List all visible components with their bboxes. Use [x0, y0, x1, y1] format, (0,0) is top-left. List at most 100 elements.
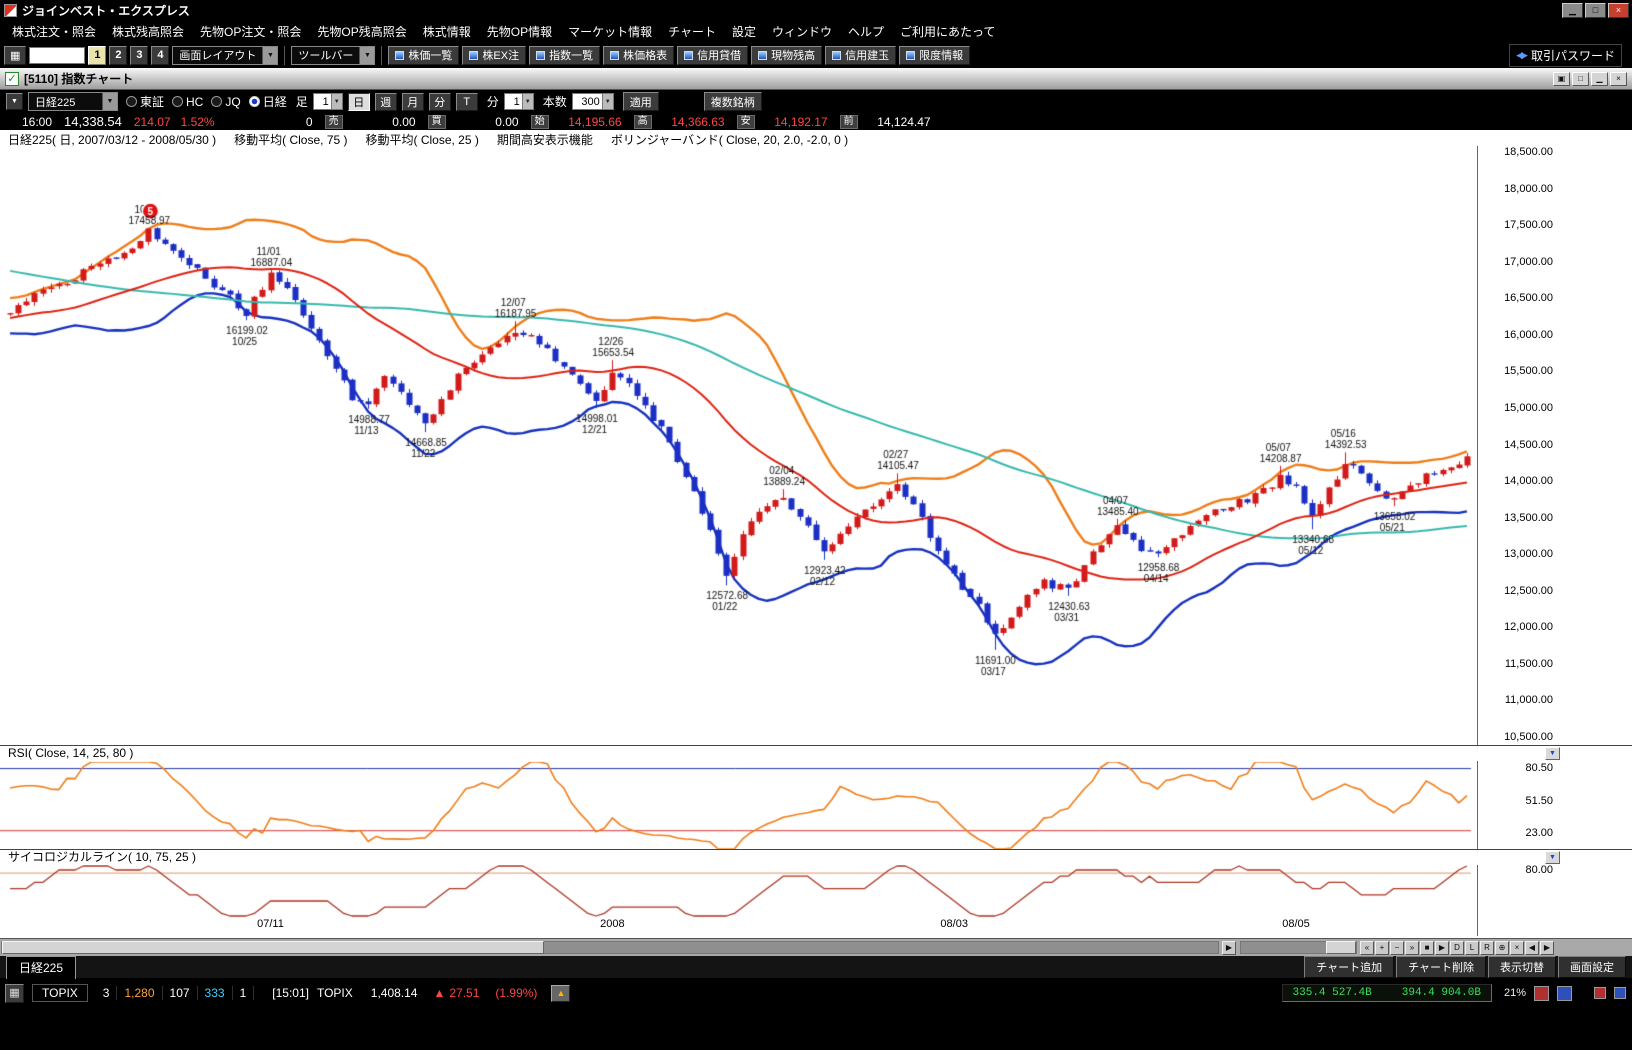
child-cascade-button[interactable]: ▣	[1553, 72, 1570, 86]
collapse-up-button[interactable]: ▲	[551, 985, 570, 1002]
bar-count-input-value: 300	[573, 96, 602, 108]
toolbar-button-8[interactable]: 限度情報	[899, 46, 970, 65]
bottom-button-1[interactable]: チャート追加	[1304, 956, 1394, 978]
rsi-panel-label: RSI( Close, 14, 25, 80 )	[8, 746, 133, 760]
status-count-5: 1	[233, 986, 255, 1000]
maximize-button[interactable]: □	[1585, 3, 1606, 18]
toolbar-button-1[interactable]: 株価一覧	[388, 46, 459, 65]
chart-tool-button-3[interactable]: −	[1390, 941, 1404, 955]
symbol-combo[interactable]: 日経225▼	[28, 92, 118, 111]
layout-preset-button-2[interactable]: 2	[109, 46, 127, 65]
layout-preset-button-4[interactable]: 4	[151, 46, 169, 65]
menu-item-3[interactable]: 先物OP注文・照会	[192, 20, 309, 43]
chart-tool-button-4[interactable]: »	[1405, 941, 1419, 955]
period-button-5[interactable]: T	[456, 93, 478, 111]
chart-tool-button-1[interactable]: «	[1360, 941, 1374, 955]
market-radio-3[interactable]: JQ	[211, 95, 240, 109]
period-button-3[interactable]: 月	[402, 93, 424, 111]
menu-item-11[interactable]: ヘルプ	[840, 20, 892, 43]
window-grid-icon-button[interactable]: ▦	[4, 46, 26, 65]
window-controls: ▁□×	[1562, 3, 1629, 18]
chart-tool-button-7[interactable]: D	[1450, 941, 1464, 955]
bottom-button-4[interactable]: 画面設定	[1558, 956, 1626, 978]
child-close-button[interactable]: ×	[1610, 72, 1627, 86]
chart-tool-button-8[interactable]: L	[1465, 941, 1479, 955]
layout-preset-button-3[interactable]: 3	[130, 46, 148, 65]
market-radio-4[interactable]: 日経	[249, 93, 287, 110]
layout-preset-button-1[interactable]: 1	[88, 46, 106, 65]
price-axis-label: 14,000.00	[1481, 474, 1553, 488]
spinner-down-icon[interactable]: ▼	[602, 94, 613, 109]
trade-password-button[interactable]: ◀▶取引パスワード	[1509, 44, 1622, 67]
menu-item-5[interactable]: 株式情報	[415, 20, 479, 43]
bar-count-input[interactable]: 300▼	[572, 93, 614, 110]
ashi-count-input-value: 1	[314, 96, 331, 108]
chart-tab-nikkei225[interactable]: 日経225	[6, 956, 76, 979]
period-button-1[interactable]: 日	[348, 93, 370, 111]
menu-item-12[interactable]: ご利用にあたって	[892, 20, 1003, 43]
chart-tool-button-13[interactable]: ▶	[1540, 941, 1554, 955]
scroll-right-button[interactable]: ▶	[1222, 941, 1236, 955]
chart-tool-button-6[interactable]: ▶	[1435, 941, 1449, 955]
chart-horizontal-scrollbar[interactable]: ▶«+−»■▶DLR⊕×◀▶	[0, 938, 1632, 956]
period-button-4[interactable]: 分	[429, 93, 451, 111]
apply-button[interactable]: 適用	[623, 92, 659, 111]
toolbar-button-3[interactable]: 指数一覧	[529, 46, 600, 65]
quote-label-2: 買	[428, 115, 446, 129]
toolbar-button-5[interactable]: 信用貸借	[677, 46, 748, 65]
grid-icon-button[interactable]: ▦	[5, 984, 24, 1003]
bottom-button-2[interactable]: チャート削除	[1396, 956, 1486, 978]
chart-window-titlebar[interactable]: ✓ [5110] 指数チャート ▣□▁×	[0, 68, 1632, 90]
menu-item-9[interactable]: 設定	[724, 20, 764, 43]
chevron-down-icon[interactable]: ▼	[262, 47, 277, 64]
child-minimize-button[interactable]: ▁	[1591, 72, 1608, 86]
quote-value-4: 14,366.63	[657, 115, 725, 129]
toolbar-button-7[interactable]: 信用建玉	[825, 46, 896, 65]
chart-tool-button-9[interactable]: R	[1480, 941, 1494, 955]
radio-icon	[211, 96, 222, 107]
menu-item-1[interactable]: 株式注文・照会	[4, 20, 104, 43]
zoom-thumb[interactable]	[1326, 941, 1356, 954]
scroll-thumb[interactable]	[2, 941, 544, 954]
chart-tool-button-2[interactable]: +	[1375, 941, 1389, 955]
menu-item-10[interactable]: ウィンドウ	[764, 20, 840, 43]
price-chart-canvas[interactable]	[0, 146, 1477, 936]
rsi-panel-dropdown-button[interactable]: ▼	[1545, 747, 1560, 760]
spinner-down-icon[interactable]: ▼	[522, 94, 533, 109]
market-radio-2[interactable]: HC	[172, 95, 203, 109]
chart-tab-bar: 日経225 チャート追加チャート削除表示切替画面設定	[0, 956, 1632, 978]
symbol-list-dropdown-button[interactable]: ▼	[6, 93, 23, 110]
bottom-button-3[interactable]: 表示切替	[1488, 956, 1556, 978]
spinner-down-icon[interactable]: ▼	[331, 94, 342, 109]
chart-tool-button-5[interactable]: ■	[1420, 941, 1434, 955]
bar-count-label: 本数	[543, 93, 567, 110]
ashi-count-input[interactable]: 1▼	[313, 93, 343, 110]
chart-tool-button-10[interactable]: ⊕	[1495, 941, 1509, 955]
market-radio-1[interactable]: 東証	[126, 93, 164, 110]
multi-symbol-button[interactable]: 複数銘柄	[704, 92, 762, 111]
toolbar-text-input[interactable]	[29, 47, 85, 64]
child-restore-button[interactable]: □	[1572, 72, 1589, 86]
toolbar-button-4[interactable]: 株価格表	[603, 46, 674, 65]
chevron-down-icon[interactable]: ▼	[102, 93, 117, 110]
axis-separator	[1477, 146, 1478, 936]
app-title: ジョインベスト・エクスプレス	[22, 2, 190, 19]
period-button-2[interactable]: 週	[375, 93, 397, 111]
toolbar-visibility-combo[interactable]: ツールバー▼	[291, 46, 375, 65]
close-button[interactable]: ×	[1608, 3, 1629, 18]
chevron-down-icon[interactable]: ▼	[359, 47, 374, 64]
status-index-selector[interactable]: TOPIX	[32, 984, 88, 1002]
chart-area: 日経225( 日, 2007/03/12 - 2008/05/30 )移動平均(…	[0, 130, 1632, 938]
toolbar-button-6[interactable]: 現物残高	[751, 46, 822, 65]
minute-input[interactable]: 1▼	[504, 93, 534, 110]
minimize-button[interactable]: ▁	[1562, 3, 1583, 18]
chart-tool-button-11[interactable]: ×	[1510, 941, 1524, 955]
screen-layout-combo[interactable]: 画面レイアウト▼	[172, 46, 278, 65]
menu-item-6[interactable]: 先物OP情報	[479, 20, 560, 43]
menu-item-8[interactable]: チャート	[660, 20, 724, 43]
toolbar-button-2[interactable]: 株EX注	[462, 46, 526, 65]
menu-item-2[interactable]: 株式残高照会	[104, 20, 192, 43]
menu-item-4[interactable]: 先物OP残高照会	[309, 20, 414, 43]
menu-item-7[interactable]: マーケット情報	[560, 20, 660, 43]
chart-tool-button-12[interactable]: ◀	[1525, 941, 1539, 955]
